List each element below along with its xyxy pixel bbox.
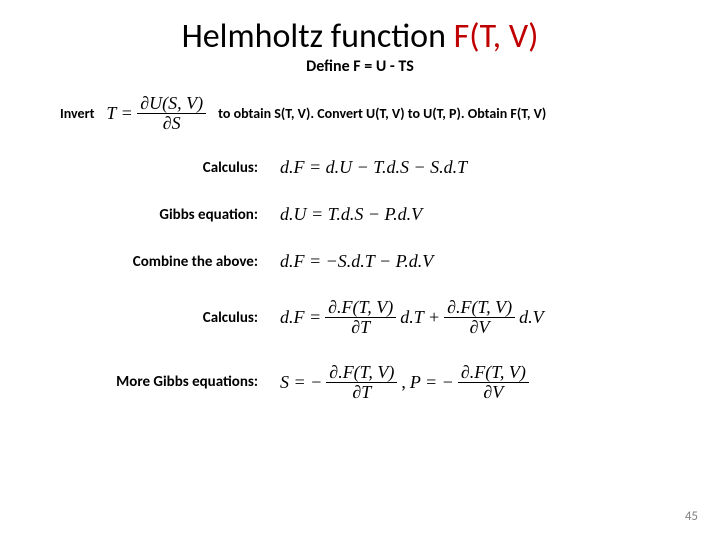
invert-line: Invert T = ∂U(S, V) ∂S to obtain S(T, V)…: [30, 94, 690, 133]
more-s-frac: ∂.F(T, V) ∂T: [326, 363, 397, 402]
invert-T: T =: [106, 103, 132, 124]
invert-post: to obtain S(T, V). Convert U(T, V) to U(…: [218, 105, 546, 122]
page-number: 45: [685, 509, 698, 524]
slide: Helmholtz function F(T, V) Define F = U …: [0, 0, 720, 540]
equation-rows: Calculus: d.F = d.U − T.d.S − S.d.T Gibb…: [30, 157, 690, 402]
row-calculus-2: Calculus: d.F = ∂.F(T, V) ∂T d.T + ∂.F(T…: [50, 298, 690, 337]
more-p-den: ∂V: [480, 383, 506, 402]
invert-num: ∂U(S, V): [137, 94, 206, 114]
eq-more-gibbs: S = − ∂.F(T, V) ∂T , P = − ∂.F(T, V) ∂V: [280, 363, 529, 402]
more-p-pre: P = −: [410, 372, 454, 393]
label-calculus-1: Calculus:: [50, 159, 280, 177]
more-p-num: ∂.F(T, V): [458, 363, 529, 383]
row-calculus-1: Calculus: d.F = d.U − T.d.S − S.d.T: [50, 157, 690, 178]
calc2-frac-2: ∂.F(T, V) ∂V: [444, 298, 515, 337]
label-combine: Combine the above:: [50, 253, 280, 271]
label-gibbs: Gibbs equation:: [50, 206, 280, 224]
calc2-t1-num: ∂.F(T, V): [325, 298, 396, 318]
row-more-gibbs: More Gibbs equations: S = − ∂.F(T, V) ∂T…: [50, 363, 690, 402]
row-combine: Combine the above: d.F = −S.d.T − P.d.V: [50, 251, 690, 272]
invert-den: ∂S: [160, 114, 184, 133]
more-s-den: ∂T: [349, 383, 374, 402]
more-sep: ,: [401, 372, 406, 393]
title-right: F(T, V): [454, 16, 539, 57]
label-more-gibbs: More Gibbs equations:: [50, 373, 280, 391]
calc2-t1-den: ∂T: [348, 318, 373, 337]
more-p-frac: ∂.F(T, V) ∂V: [458, 363, 529, 402]
calc2-t2-num: ∂.F(T, V): [444, 298, 515, 318]
invert-formula: T = ∂U(S, V) ∂S: [106, 94, 206, 133]
subtitle: Define F = U - TS: [30, 57, 690, 76]
eq-calculus-1: d.F = d.U − T.d.S − S.d.T: [280, 157, 467, 178]
slide-title: Helmholtz function F(T, V): [30, 18, 690, 55]
calc2-post: d.V: [519, 307, 544, 328]
row-gibbs: Gibbs equation: d.U = T.d.S − P.d.V: [50, 204, 690, 225]
title-left: Helmholtz function: [182, 16, 454, 57]
calc2-mid: d.T +: [400, 307, 440, 328]
invert-fraction: ∂U(S, V) ∂S: [137, 94, 206, 133]
calc2-t2-den: ∂V: [467, 318, 493, 337]
more-s-num: ∂.F(T, V): [326, 363, 397, 383]
label-calculus-2: Calculus:: [50, 309, 280, 327]
invert-pre: Invert: [60, 105, 94, 122]
calc2-pre: d.F =: [280, 307, 321, 328]
eq-calculus-2: d.F = ∂.F(T, V) ∂T d.T + ∂.F(T, V) ∂V d.…: [280, 298, 544, 337]
more-s-pre: S = −: [280, 372, 322, 393]
calc2-frac-1: ∂.F(T, V) ∂T: [325, 298, 396, 337]
eq-gibbs: d.U = T.d.S − P.d.V: [280, 204, 422, 225]
eq-combine: d.F = −S.d.T − P.d.V: [280, 251, 433, 272]
